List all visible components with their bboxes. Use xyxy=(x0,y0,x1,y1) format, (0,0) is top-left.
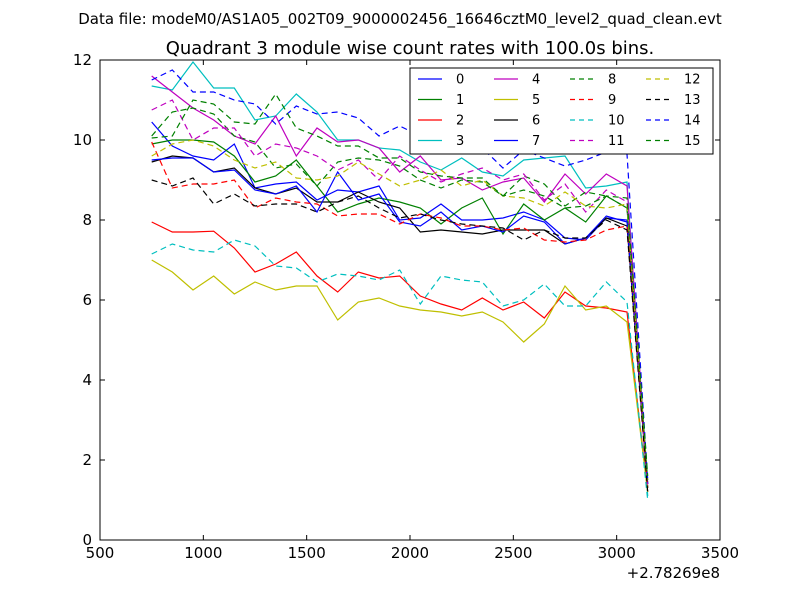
figure-suptitle: Data file: modeM0/AS1A05_002T09_90000024… xyxy=(78,10,722,29)
legend-label-12: 12 xyxy=(684,73,701,88)
legend-label-2: 2 xyxy=(456,114,464,129)
legend-label-13: 13 xyxy=(684,93,701,108)
y-tick-label: 0 xyxy=(82,531,92,549)
legend-label-15: 15 xyxy=(684,134,701,149)
x-tick-label: 3000 xyxy=(598,544,636,562)
x-tick-label: 1000 xyxy=(184,544,222,562)
legend-label-3: 3 xyxy=(456,134,464,149)
chart-title: Quadrant 3 module wise count rates with … xyxy=(166,38,655,59)
y-tick-label: 6 xyxy=(82,291,92,309)
y-tick-label: 12 xyxy=(73,51,92,69)
legend-label-1: 1 xyxy=(456,93,464,108)
x-tick-label: 500 xyxy=(86,544,115,562)
legend-label-10: 10 xyxy=(608,114,625,129)
series-line-13 xyxy=(151,177,649,493)
x-tick-label: 3500 xyxy=(701,544,739,562)
y-tick-label: 4 xyxy=(82,371,92,389)
series-line-0 xyxy=(151,121,649,489)
series-line-8 xyxy=(151,107,649,481)
legend-label-4: 4 xyxy=(532,73,540,88)
series-line-15 xyxy=(151,92,649,477)
legend-label-7: 7 xyxy=(532,134,540,149)
legend-label-9: 9 xyxy=(608,93,616,108)
axis-ticks xyxy=(99,59,721,541)
series-line-11 xyxy=(151,99,649,489)
series-line-12 xyxy=(151,139,649,489)
y-tick-label: 10 xyxy=(73,131,92,149)
x-tick-label: 2500 xyxy=(494,544,532,562)
legend-label-6: 6 xyxy=(532,114,540,129)
legend-label-8: 8 xyxy=(608,73,616,88)
y-tick-label: 8 xyxy=(82,211,92,229)
legend-label-5: 5 xyxy=(532,93,540,108)
series-line-1 xyxy=(151,139,649,485)
series-line-3 xyxy=(151,61,649,497)
series-line-7 xyxy=(151,157,649,485)
legend-label-0: 0 xyxy=(456,73,464,88)
series-line-9 xyxy=(151,141,649,489)
x-tick-label: 1500 xyxy=(288,544,326,562)
x-axis-offset-label: +2.78269e8 xyxy=(627,564,720,582)
legend-box xyxy=(409,67,714,155)
legend-label-11: 11 xyxy=(608,134,625,149)
y-tick-label: 2 xyxy=(82,451,92,469)
series-line-6 xyxy=(151,155,649,489)
series-line-5 xyxy=(151,259,649,493)
x-tick-label: 2000 xyxy=(391,544,429,562)
series-line-14 xyxy=(151,69,649,481)
series-line-10 xyxy=(151,239,649,501)
series-lines xyxy=(151,61,649,501)
series-line-2 xyxy=(151,221,649,493)
legend-label-14: 14 xyxy=(684,114,701,129)
